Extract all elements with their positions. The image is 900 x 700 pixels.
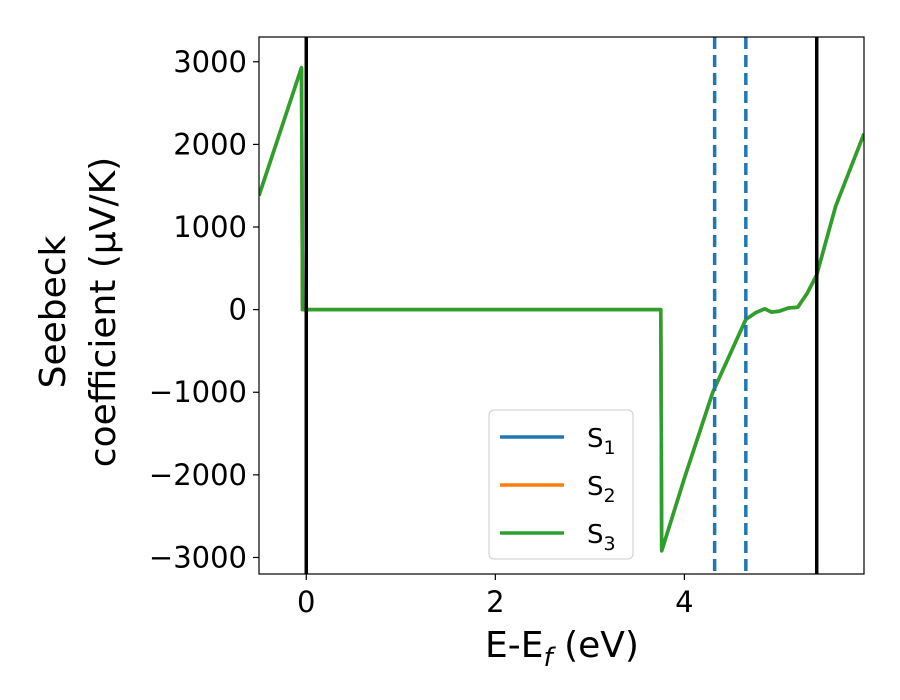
x-axis-label: E-Ef (eV)	[485, 625, 639, 673]
y-tick-label: 0	[229, 293, 247, 327]
legend-label-s1: S1	[587, 424, 616, 459]
y-axis-label: Seebeck coefficient (μV/K)	[33, 157, 124, 467]
legend: S1 S2 S3	[488, 409, 634, 560]
plot-frame	[258, 36, 865, 575]
legend-label-s3: S3	[587, 520, 616, 555]
y-axis-label-line2: coefficient (μV/K)	[83, 157, 124, 467]
y-tick-label: −1000	[149, 375, 247, 409]
series-line-s3	[259, 65, 864, 553]
y-tick-label: 3000	[173, 45, 247, 79]
x-tick-label: 4	[675, 585, 693, 619]
y-tick-label: 2000	[173, 127, 247, 161]
x-tick-label: 2	[486, 585, 504, 619]
y-axis-ticks: 3000 2000 1000 0 −1000 −2000 −3000	[149, 45, 259, 574]
y-tick-label: −2000	[149, 458, 247, 492]
legend-label-s2: S2	[587, 472, 616, 507]
x-axis-ticks: 0 2 4	[297, 574, 694, 619]
y-tick-label: 1000	[173, 210, 247, 244]
x-tick-label: 0	[297, 585, 315, 619]
y-axis-label-line1: Seebeck	[33, 235, 74, 388]
plot-area	[259, 37, 864, 574]
y-tick-label: −3000	[149, 540, 247, 574]
